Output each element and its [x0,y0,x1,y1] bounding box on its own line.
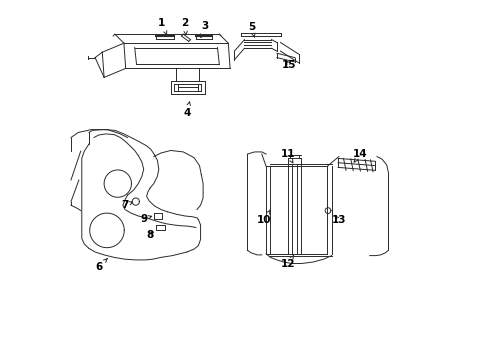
Text: 12: 12 [280,256,294,269]
Text: 15: 15 [282,60,296,70]
Text: 8: 8 [146,230,154,240]
Text: 7: 7 [121,200,132,210]
Text: 1: 1 [158,18,166,34]
Text: 11: 11 [280,149,294,163]
Text: 13: 13 [331,215,346,225]
Text: 10: 10 [256,210,271,225]
Text: 14: 14 [352,149,367,162]
Text: 9: 9 [140,213,151,224]
Text: 5: 5 [247,22,255,37]
Text: 4: 4 [183,102,190,118]
Text: 3: 3 [200,21,208,37]
Text: 2: 2 [181,18,188,35]
Text: 6: 6 [95,258,107,272]
